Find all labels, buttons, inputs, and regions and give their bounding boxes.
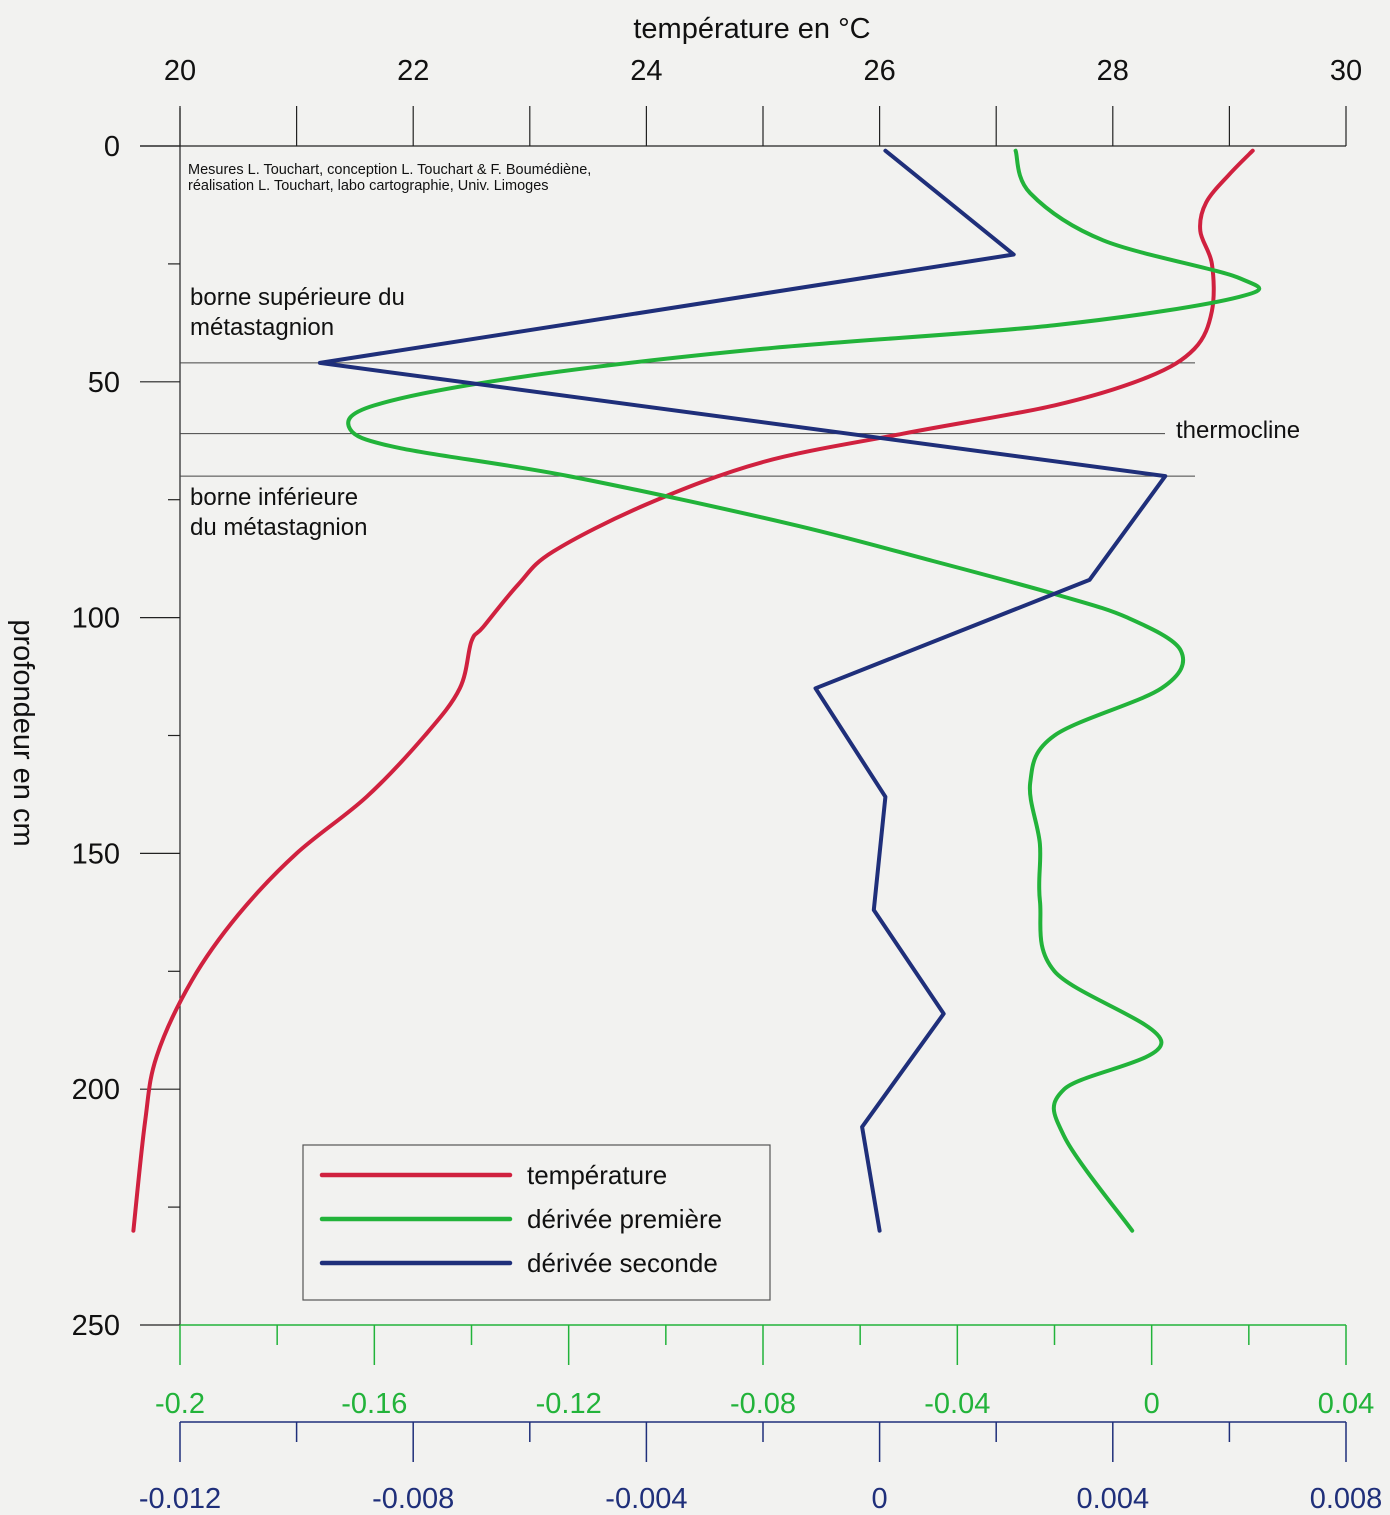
legend-label-second-derivative: dérivée seconde: [527, 1248, 718, 1278]
legend: [302, 1144, 771, 1301]
left-tick-label: 200: [72, 1074, 120, 1106]
left-tick-label: 100: [72, 603, 120, 635]
top-tick-label: 24: [630, 55, 662, 87]
green-tick-label: 0.04: [1318, 1388, 1374, 1420]
second-derivative-line: [317, 148, 1168, 1233]
green-tick-label: -0.2: [155, 1388, 205, 1420]
thermocline-label: thermocline: [1176, 417, 1300, 444]
lower-bound-label-1: borne inférieure: [190, 484, 358, 511]
top-tick-label: 26: [863, 55, 895, 87]
credits-line-1: Mesures L. Touchart, conception L. Touch…: [188, 162, 591, 178]
left-tick-label: 0: [104, 131, 120, 163]
top-tick-label: 20: [164, 55, 196, 87]
left-tick-label: 150: [72, 838, 120, 870]
blue-tick-label: -0.012: [139, 1483, 221, 1515]
upper-bound-label-1: borne supérieure du: [190, 284, 405, 311]
green-tick-label: -0.16: [341, 1388, 407, 1420]
green-tick-label: 0: [1144, 1388, 1160, 1420]
top-tick-label: 30: [1330, 55, 1362, 87]
legend-box: [302, 1144, 771, 1301]
series-group: [131, 148, 1262, 1233]
upper-bound-label-2: métastagnion: [190, 314, 334, 341]
lower-bound-label-2: du métastagnion: [190, 514, 367, 541]
top-axis-title: température en °C: [633, 13, 870, 45]
left-axis-title: profondeur en cm: [7, 619, 39, 846]
top-tick-label: 22: [397, 55, 429, 87]
green-tick-label: -0.12: [536, 1388, 602, 1420]
temperature-line: [131, 148, 1255, 1233]
credits-line-2: réalisation L. Touchart, labo cartograph…: [188, 178, 549, 194]
left-tick-label: 250: [72, 1310, 120, 1342]
green-tick-label: -0.04: [924, 1388, 990, 1420]
axes-group: 0 50 100 150 200 250 20 22 24 26 28 30 -0.2 -0.16 -0.1…: [72, 55, 1383, 1515]
legend-label-first-derivative: dérivée première: [527, 1204, 722, 1234]
blue-tick-label: 0: [872, 1483, 888, 1515]
first-derivative-line: [346, 148, 1262, 1233]
blue-tick-label: -0.004: [605, 1483, 687, 1515]
legend-label-temperature: température: [527, 1160, 667, 1190]
top-tick-label: 28: [1097, 55, 1129, 87]
blue-tick-label: 0.004: [1077, 1483, 1150, 1515]
left-tick-label: 50: [88, 367, 120, 399]
blue-tick-label: 0.008: [1310, 1483, 1383, 1515]
green-tick-label: -0.08: [730, 1388, 796, 1420]
blue-tick-label: -0.008: [372, 1483, 454, 1515]
